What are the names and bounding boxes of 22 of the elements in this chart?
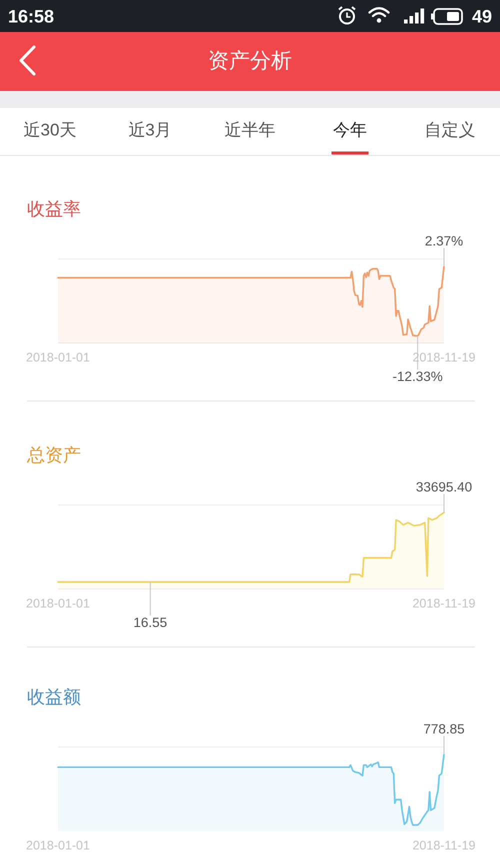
annotation: 778.85 <box>423 722 465 736</box>
chart-title: 收益额 <box>27 687 81 707</box>
text: 近3月 <box>128 120 172 140</box>
x-tick-label: 2018-01-01 <box>26 838 90 852</box>
text: 资产分析 <box>208 50 292 72</box>
text: 近30天 <box>24 120 76 140</box>
text: 49 <box>472 6 492 26</box>
x-tick-label: 2018-01-01 <box>26 596 90 610</box>
chart-title: 总资产 <box>26 445 81 465</box>
chart-title: 收益率 <box>27 199 81 219</box>
data-label: 16.55 <box>133 615 168 630</box>
x-tick-label: 2018-11-19 <box>412 350 476 364</box>
data-label: 2.37% <box>424 234 464 248</box>
x-tick-label: 2018-01-01 <box>26 350 90 364</box>
text: 今年 <box>333 120 367 140</box>
data-label: -12.33% <box>392 369 443 384</box>
text: 自定义 <box>424 120 476 140</box>
text: 16:58 <box>8 6 54 26</box>
x-tick-label: 2018-11-19 <box>412 838 476 852</box>
text: 近半年 <box>224 120 276 140</box>
data-label: 33695.40 <box>416 480 472 494</box>
x-tick-label: 2018-11-19 <box>412 596 476 610</box>
